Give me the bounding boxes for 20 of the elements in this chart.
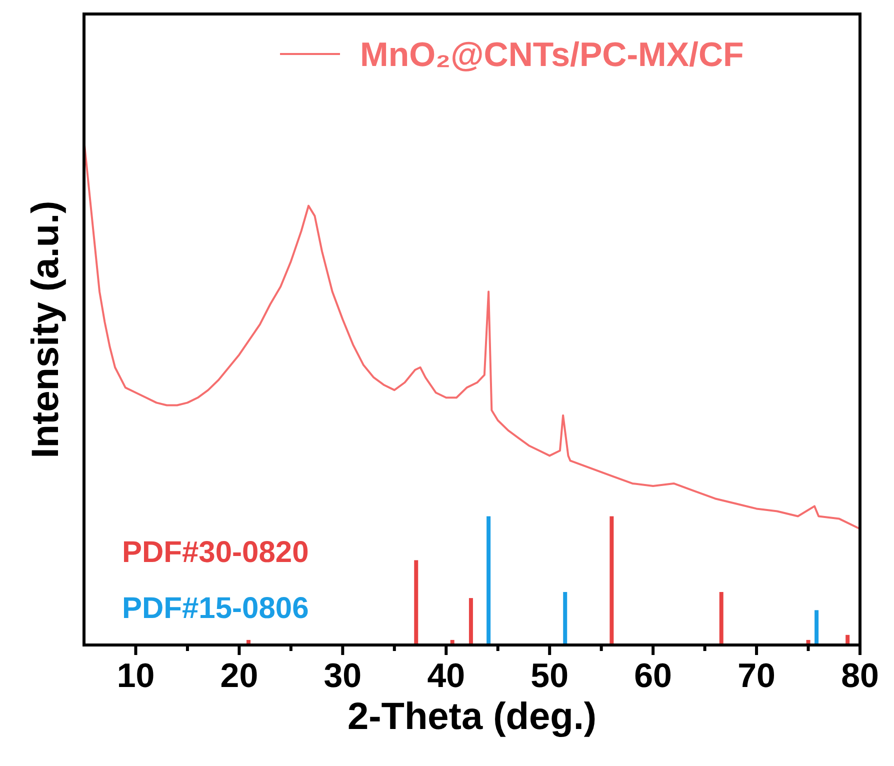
x-axis-title: 2-Theta (deg.) <box>347 696 597 738</box>
x-tick-label: 30 <box>324 657 362 695</box>
bar <box>610 516 614 645</box>
y-axis-title: Intensity (a.u.) <box>25 200 67 458</box>
bar <box>414 560 418 645</box>
text: PDF#15-0806 <box>122 592 309 625</box>
x-tick-label: 70 <box>738 657 776 695</box>
x-tick-label: 50 <box>530 657 569 695</box>
x-tick-label: 20 <box>220 657 258 695</box>
x-tick-label: 60 <box>634 657 672 695</box>
bar <box>719 592 724 645</box>
bar <box>814 610 819 645</box>
bar <box>563 592 568 645</box>
legend-label: MnO₂@CNTs/PC-MX/CF <box>360 36 744 74</box>
text: PDF#30-0820 <box>122 536 309 569</box>
bar <box>486 516 491 645</box>
x-tick-label: 80 <box>841 657 879 695</box>
x-tick-label: 40 <box>427 657 466 695</box>
bar <box>468 598 473 645</box>
x-tick-label: 10 <box>116 657 155 695</box>
